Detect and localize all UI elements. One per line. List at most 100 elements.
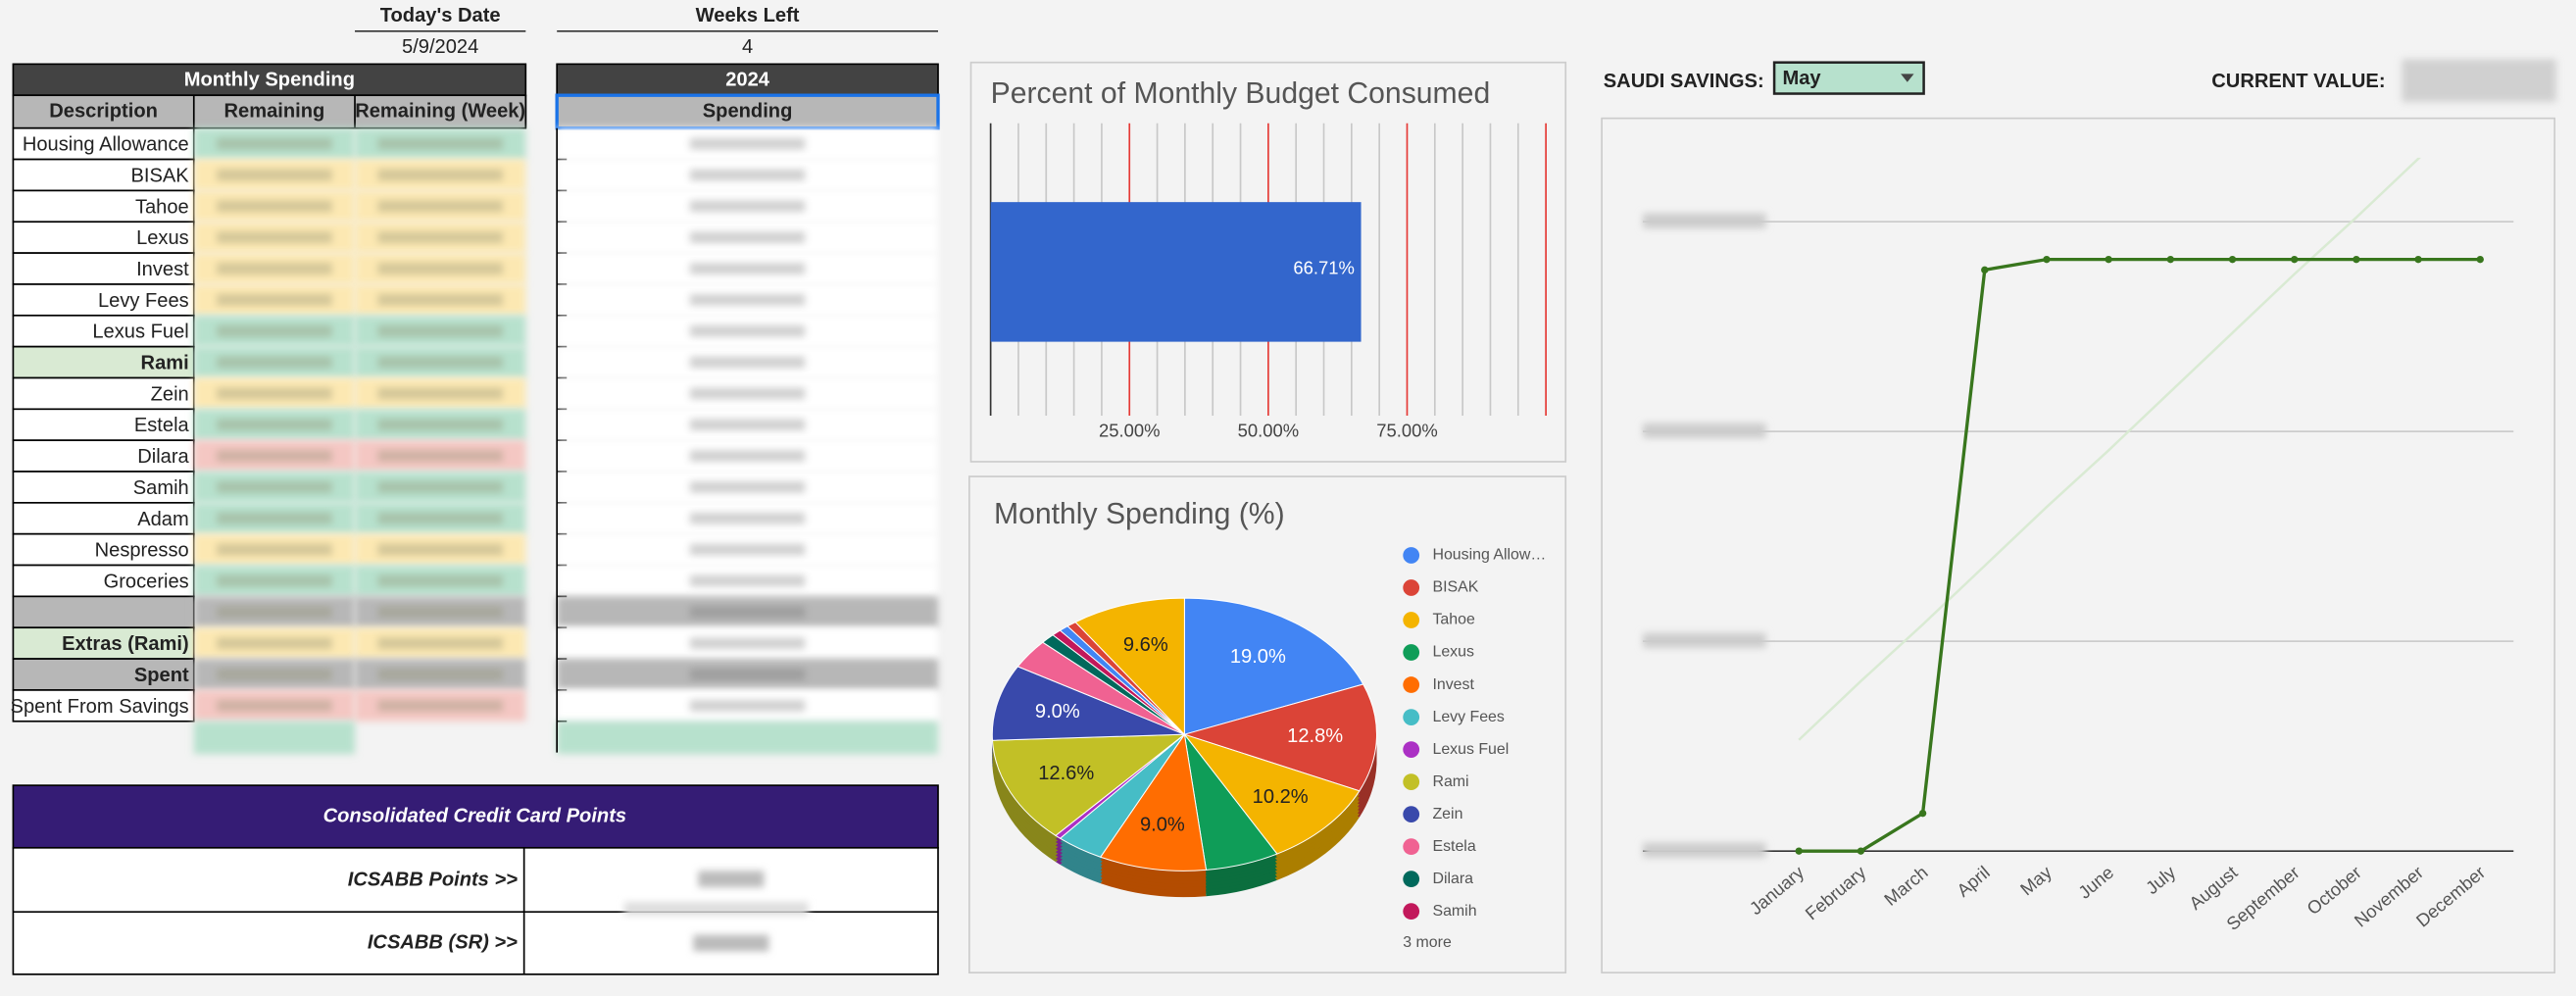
row-label: Estela <box>134 415 190 436</box>
legend-label: Lexus <box>1432 644 1473 661</box>
legend-swatch <box>1403 612 1420 628</box>
row-label: Nespresso <box>95 540 189 562</box>
row-label-cell <box>12 532 195 567</box>
column-header: Description <box>49 100 158 122</box>
legend-swatch <box>1403 773 1420 790</box>
row-label: Adam <box>137 509 189 530</box>
x-tick-label: 75.00% <box>1376 421 1437 441</box>
dropdown-arrow[interactable] <box>1901 74 1914 82</box>
points-label: ICSABB (SR) >> <box>368 931 518 953</box>
point <box>2043 255 2051 264</box>
legend-label: Tahoe <box>1432 612 1474 628</box>
blurred-text <box>689 574 806 587</box>
blurred-text <box>377 637 503 650</box>
blurred-text <box>689 294 806 306</box>
blurred-text <box>217 669 332 680</box>
row-label-cell <box>12 221 195 254</box>
legend-swatch <box>1403 903 1420 921</box>
month-dropdown[interactable] <box>1772 61 1925 95</box>
x-tick-label: 25.00% <box>1099 421 1160 441</box>
blurred-text <box>217 324 332 337</box>
blurred-text <box>217 263 332 274</box>
row-label: Lexus Fuel <box>92 322 188 343</box>
blurred-text <box>689 231 806 244</box>
blurred-text <box>689 669 806 680</box>
blurred-text <box>377 263 503 274</box>
row-label-cell <box>12 345 195 379</box>
row-label-cell <box>12 595 195 629</box>
spending-title: 2024 <box>725 69 770 90</box>
table-title-bg <box>12 63 527 97</box>
pie-slice <box>991 733 1186 836</box>
point <box>1918 809 1927 818</box>
row-label: Housing Allowance <box>23 134 189 156</box>
blurred-tick-label <box>1643 213 1766 228</box>
spending-header-bg <box>555 93 940 130</box>
pie-slice <box>1099 732 1208 872</box>
blurred-text <box>689 169 806 181</box>
spending-title-bg <box>556 63 939 97</box>
bar-value-label: 66.71% <box>1293 258 1354 278</box>
slice-label: 9.0% <box>1035 701 1080 722</box>
point <box>2166 255 2175 264</box>
legend-label: BISAK <box>1432 579 1478 596</box>
legend-label: Zein <box>1432 806 1462 822</box>
x-tick-label: 50.00% <box>1238 421 1299 441</box>
point <box>2291 255 2299 264</box>
blurred-text <box>689 387 806 400</box>
blurred-text <box>377 512 503 524</box>
point <box>2105 255 2112 264</box>
blurred-text <box>217 200 332 213</box>
blurred-text <box>377 356 503 369</box>
row-label: Levy Fees <box>98 290 189 312</box>
blurred-text <box>217 543 332 556</box>
blurred-text <box>689 606 806 619</box>
row-label-cell <box>12 158 195 192</box>
blurred-text <box>217 450 332 462</box>
pie-slice <box>1074 597 1185 736</box>
bar <box>990 202 1362 342</box>
point <box>1857 847 1865 855</box>
legend-label: Levy Fees <box>1432 709 1504 725</box>
column-header: Remaining <box>223 100 324 122</box>
date-label: Today's Date <box>380 5 501 26</box>
series-line <box>1798 157 2421 741</box>
row-label: Spent <box>134 665 189 686</box>
blurred-text <box>217 637 332 650</box>
blurred-value <box>2402 59 2556 102</box>
row-label: Lexus <box>136 227 189 249</box>
slice-label: 9.0% <box>1140 815 1185 836</box>
row-label: Dilara <box>137 446 189 468</box>
blurred-text <box>217 387 332 400</box>
row-label-cell <box>12 283 195 317</box>
blurred-text <box>377 200 503 213</box>
legend-label: Invest <box>1432 676 1474 693</box>
row-label: Samih <box>133 477 189 499</box>
blurred-cell <box>193 721 356 755</box>
legend-swatch <box>1403 547 1420 564</box>
blurred-text <box>217 419 332 431</box>
blurred-text <box>689 200 806 213</box>
blurred-text <box>217 699 332 712</box>
blurred-value <box>698 871 765 888</box>
column-header: Remaining (Week) <box>355 100 525 122</box>
blurred-text <box>217 231 332 244</box>
blurred-text <box>377 169 503 181</box>
blurred-text <box>689 324 806 337</box>
blurred-value <box>623 902 809 916</box>
blurred-text <box>217 294 332 306</box>
legend-label: Samih <box>1432 903 1476 920</box>
row-label-cell <box>12 502 195 535</box>
blurred-text <box>377 574 503 587</box>
row-label-cell <box>12 658 195 691</box>
series-line <box>1799 257 2481 853</box>
month-dropdown-value[interactable]: May <box>1782 68 1821 89</box>
slice-label: 12.6% <box>1038 763 1094 784</box>
blurred-text <box>689 450 806 462</box>
point <box>1981 266 1989 274</box>
weeks: 4 <box>742 36 753 58</box>
legend-swatch <box>1403 806 1420 823</box>
slice-label: 9.6% <box>1123 634 1168 656</box>
point <box>2353 255 2360 264</box>
